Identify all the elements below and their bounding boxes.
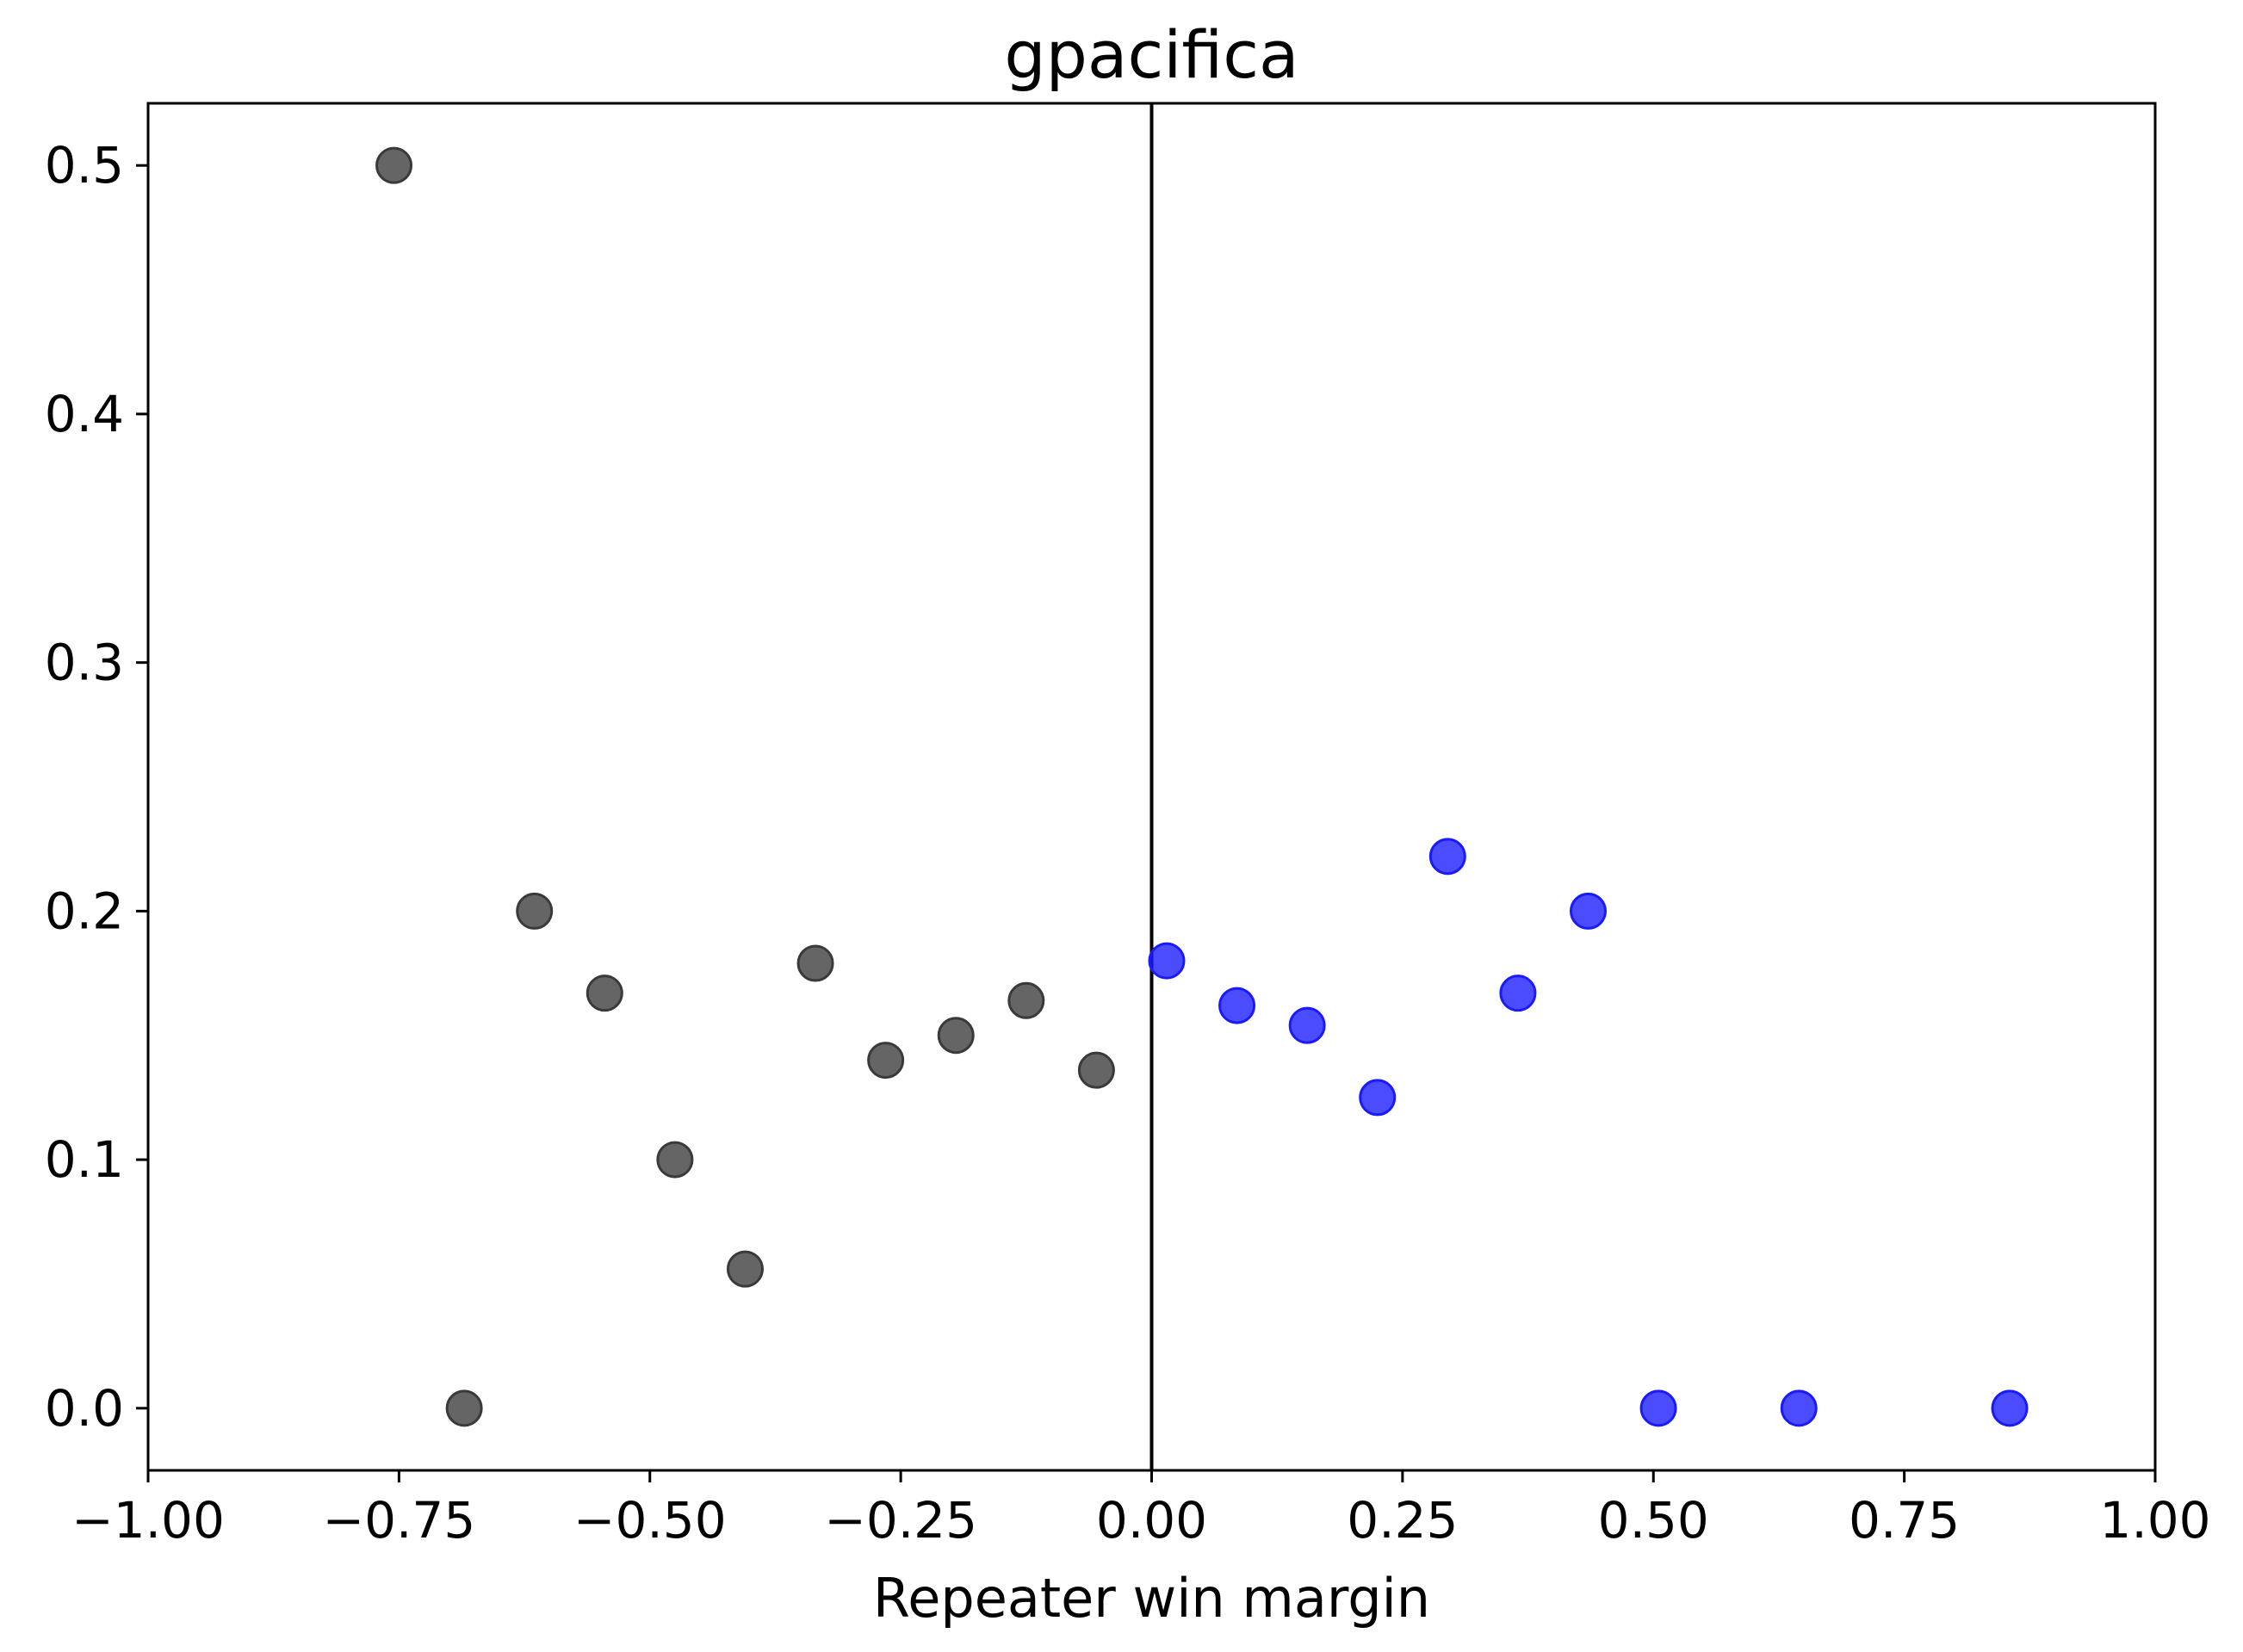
x-tick-label: 0.25: [1347, 1491, 1458, 1550]
data-point: [937, 1017, 975, 1055]
x-tick-label: −0.50: [573, 1491, 727, 1550]
data-point: [375, 146, 413, 184]
x-tick-label: 0.50: [1598, 1491, 1709, 1550]
data-point: [1639, 1389, 1677, 1427]
x-tick-label: −0.25: [824, 1491, 977, 1550]
data-point: [726, 1250, 764, 1288]
data-point: [1077, 1051, 1115, 1089]
y-tick-label: 0.4: [45, 385, 124, 443]
plot-area: [146, 102, 2157, 1472]
data-point: [1780, 1389, 1818, 1427]
data-point: [867, 1042, 905, 1080]
data-point: [445, 1389, 483, 1427]
data-point: [1428, 838, 1466, 875]
y-tick-label: 0.3: [45, 634, 124, 692]
data-point: [516, 892, 554, 930]
data-point: [1569, 892, 1607, 930]
chart-title: gpacifica: [1004, 16, 1298, 93]
data-point: [1991, 1389, 2029, 1427]
data-point: [1007, 981, 1045, 1019]
data-point: [1148, 942, 1186, 980]
data-point: [586, 974, 623, 1012]
y-tick-label: 0.5: [45, 136, 124, 195]
x-tick-label: 0.75: [1849, 1491, 1960, 1550]
data-point: [796, 944, 834, 982]
data-point: [1359, 1079, 1397, 1117]
y-tick-label: 0.0: [45, 1379, 124, 1438]
x-tick-label: −0.75: [323, 1491, 476, 1550]
y-tick-label: 0.2: [45, 882, 124, 940]
data-point: [656, 1141, 694, 1179]
x-tick-label: 1.00: [2099, 1491, 2210, 1550]
x-tick-label: −1.00: [71, 1491, 225, 1550]
data-point: [1499, 974, 1537, 1012]
y-axis: 0.0 0.1 0.2 0.3 0.4 0.5: [45, 136, 148, 1438]
data-point: [1218, 987, 1256, 1024]
x-axis-label: Repeater win margin: [873, 1567, 1430, 1630]
x-tick-label: 0.00: [1096, 1491, 1207, 1550]
x-axis: −1.00 −0.75 −0.50 −0.25 0.00 0.25 0.50 0.75 1.00: [71, 1470, 2211, 1550]
y-tick-label: 0.1: [45, 1130, 124, 1189]
data-point: [1288, 1006, 1326, 1044]
